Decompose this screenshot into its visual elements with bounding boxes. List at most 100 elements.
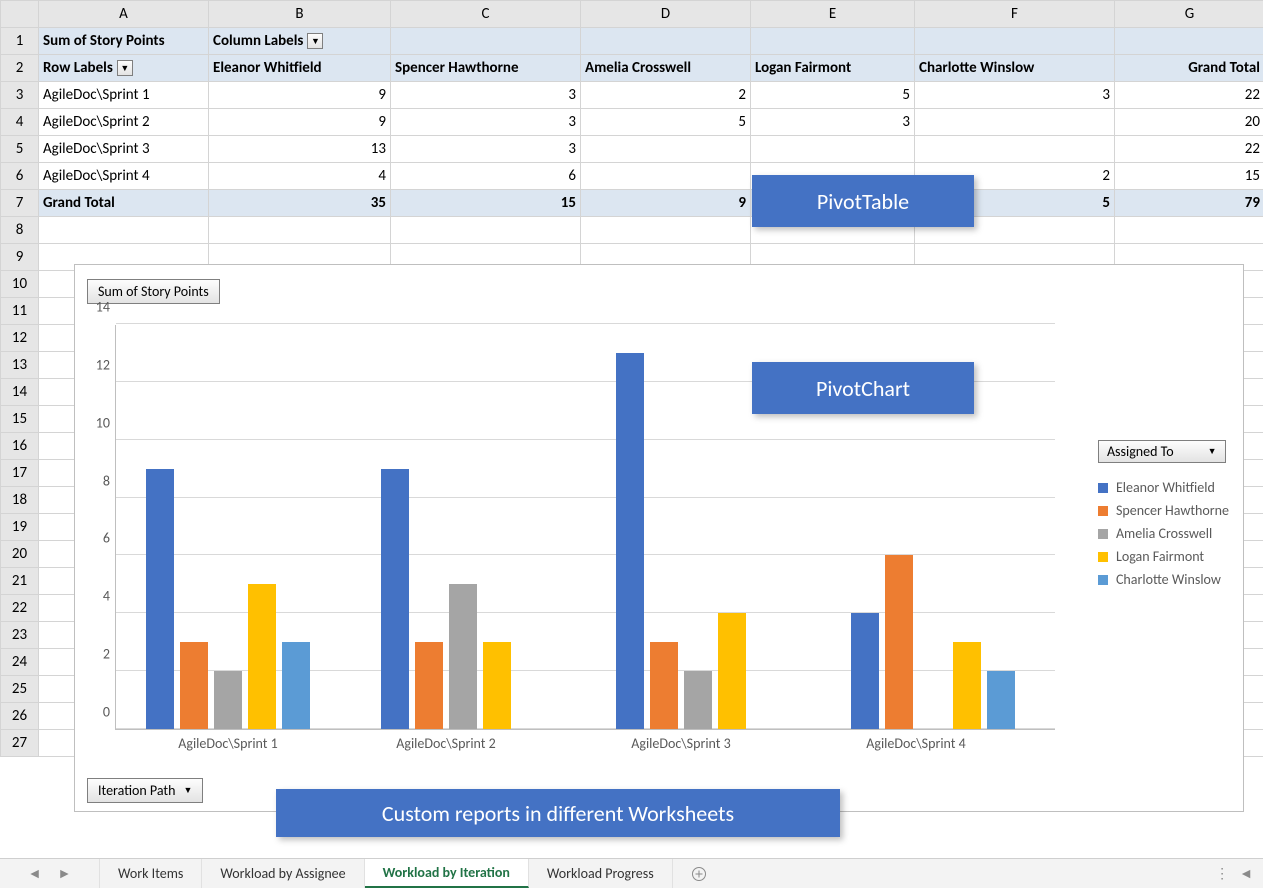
callout-label: Custom reports in different Worksheets: [382, 800, 734, 827]
legend-label: Charlotte Winslow: [1116, 571, 1221, 588]
row-header[interactable]: 14: [1, 379, 39, 406]
chart-bar[interactable]: [415, 642, 443, 729]
chart-bar[interactable]: [146, 469, 174, 729]
row-filter-button[interactable]: ▼: [117, 60, 133, 76]
scroll-left-icon[interactable]: ◄: [1239, 865, 1253, 882]
pivot-cell: 3: [391, 82, 580, 108]
row-header[interactable]: 12: [1, 325, 39, 352]
row-header[interactable]: 2: [1, 55, 39, 82]
y-axis-label: 6: [103, 530, 116, 547]
tab-nav-next-icon[interactable]: ►: [58, 865, 72, 882]
chart-bar[interactable]: [885, 555, 913, 729]
row-header[interactable]: 10: [1, 271, 39, 298]
row-header[interactable]: 18: [1, 487, 39, 514]
row-header[interactable]: 26: [1, 703, 39, 730]
add-sheet-button[interactable]: [673, 859, 725, 888]
row-header[interactable]: 4: [1, 109, 39, 136]
column-header[interactable]: G: [1115, 1, 1263, 28]
row-header[interactable]: 22: [1, 595, 39, 622]
pivot-grand-total-cell: 15: [391, 190, 580, 216]
chart-bar[interactable]: [180, 642, 208, 729]
row-header[interactable]: 15: [1, 406, 39, 433]
row-header[interactable]: 3: [1, 82, 39, 109]
column-header[interactable]: B: [209, 1, 391, 28]
row-header[interactable]: 1: [1, 28, 39, 55]
row-header[interactable]: 7: [1, 190, 39, 217]
column-filter-button[interactable]: ▼: [307, 33, 323, 49]
y-axis-label: 12: [96, 356, 116, 373]
pivot-cell: 3: [391, 136, 580, 162]
chart-bar[interactable]: [483, 642, 511, 729]
column-header[interactable]: A: [39, 1, 209, 28]
row-header[interactable]: 27: [1, 730, 39, 757]
tab-nav: ◄ ►: [0, 859, 100, 888]
chart-bar[interactable]: [214, 671, 242, 729]
chart-bar[interactable]: [718, 613, 746, 729]
legend-swatch: [1098, 529, 1108, 539]
y-axis-label: 2: [103, 646, 116, 663]
row-header[interactable]: 8: [1, 217, 39, 244]
sheet-tab[interactable]: Work Items: [100, 859, 202, 888]
chart-bar[interactable]: [449, 584, 477, 729]
pivot-row-labels: Row Labels ▼: [39, 55, 208, 81]
row-header[interactable]: 25: [1, 676, 39, 703]
pivot-cell: 6: [391, 163, 580, 189]
row-header[interactable]: 11: [1, 298, 39, 325]
sheet-tab[interactable]: Workload by Assignee: [202, 859, 364, 888]
tab-options-icon[interactable]: ⋮: [1215, 865, 1229, 882]
row-header[interactable]: 21: [1, 568, 39, 595]
pivot-cell: 9: [209, 109, 390, 135]
tab-nav-prev-icon[interactable]: ◄: [28, 865, 42, 882]
pivot-chart[interactable]: Sum of Story Points 02468101214AgileDoc\…: [74, 264, 1244, 812]
pivot-cell: 4: [209, 163, 390, 189]
pivot-column-header: Spencer Hawthorne: [391, 55, 580, 81]
pivot-row-label: AgileDoc\Sprint 3: [39, 136, 208, 162]
chart-bar[interactable]: [684, 671, 712, 729]
row-header[interactable]: 9: [1, 244, 39, 271]
column-header[interactable]: F: [915, 1, 1115, 28]
legend-item[interactable]: Eleanor Whitfield: [1098, 479, 1229, 496]
pivot-cell: 3: [391, 109, 580, 135]
chart-bar[interactable]: [650, 642, 678, 729]
legend-item[interactable]: Charlotte Winslow: [1098, 571, 1229, 588]
chart-bar[interactable]: [616, 353, 644, 729]
legend-filter-button[interactable]: Assigned To ▼: [1098, 440, 1226, 463]
legend-swatch: [1098, 552, 1108, 562]
callout-pivot-chart: PivotChart: [752, 362, 974, 414]
row-header[interactable]: 20: [1, 541, 39, 568]
row-header[interactable]: 17: [1, 460, 39, 487]
legend-item[interactable]: Spencer Hawthorne: [1098, 502, 1229, 519]
column-header[interactable]: D: [581, 1, 751, 28]
row-header[interactable]: 13: [1, 352, 39, 379]
row-header[interactable]: 24: [1, 649, 39, 676]
sheet-tab[interactable]: Workload Progress: [529, 859, 673, 888]
chart-bar[interactable]: [282, 642, 310, 729]
pivot-cell: [581, 163, 750, 189]
chart-bar[interactable]: [381, 469, 409, 729]
x-axis-label: AgileDoc\Sprint 3: [631, 729, 730, 752]
row-header[interactable]: 23: [1, 622, 39, 649]
row-header[interactable]: 5: [1, 136, 39, 163]
axis-filter-button[interactable]: Iteration Path ▼: [87, 778, 203, 803]
legend-label: Amelia Crosswell: [1116, 525, 1212, 542]
y-axis-label: 8: [103, 472, 116, 489]
pivot-cell: 2: [581, 82, 750, 108]
callout-label: PivotChart: [816, 375, 910, 402]
column-header[interactable]: C: [391, 1, 581, 28]
sheet-tab[interactable]: Workload by Iteration: [365, 859, 529, 888]
pivot-cell: [915, 109, 1114, 135]
column-header[interactable]: E: [751, 1, 915, 28]
row-header[interactable]: 19: [1, 514, 39, 541]
legend-title-label: Assigned To: [1107, 443, 1174, 460]
chart-bar[interactable]: [953, 642, 981, 729]
axis-button-label: Iteration Path: [98, 782, 175, 799]
row-header[interactable]: 16: [1, 433, 39, 460]
x-axis-label: AgileDoc\Sprint 1: [178, 729, 277, 752]
chart-bar[interactable]: [248, 584, 276, 729]
legend-item[interactable]: Amelia Crosswell: [1098, 525, 1229, 542]
chart-bar[interactable]: [851, 613, 879, 729]
select-all-cell[interactable]: [1, 1, 39, 28]
chart-bar[interactable]: [987, 671, 1015, 729]
row-header[interactable]: 6: [1, 163, 39, 190]
legend-item[interactable]: Logan Fairmont: [1098, 548, 1229, 565]
